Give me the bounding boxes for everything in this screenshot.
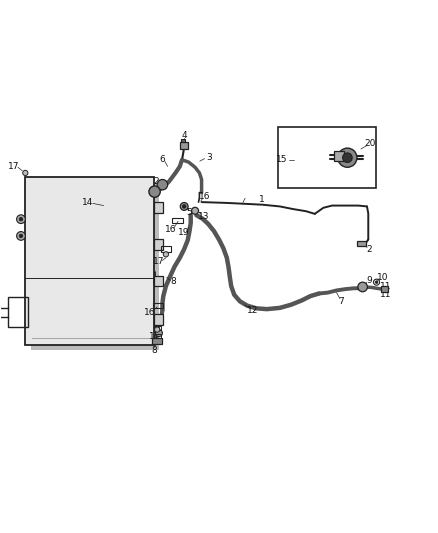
Circle shape: [17, 231, 25, 240]
Bar: [381, 286, 388, 292]
Circle shape: [338, 148, 357, 167]
Bar: [31, 182, 159, 350]
Bar: [154, 314, 163, 325]
Bar: [153, 303, 163, 308]
Text: 11: 11: [379, 282, 391, 292]
Circle shape: [358, 282, 367, 292]
Text: 8: 8: [170, 277, 176, 286]
Text: 2: 2: [153, 177, 159, 186]
Bar: [181, 139, 185, 142]
Text: 8: 8: [152, 345, 158, 354]
Bar: [154, 239, 163, 249]
Bar: [154, 334, 161, 338]
Bar: [154, 202, 163, 213]
Text: 16: 16: [166, 225, 177, 234]
Bar: [180, 142, 188, 149]
Circle shape: [375, 281, 378, 284]
Circle shape: [17, 215, 25, 223]
Circle shape: [149, 186, 160, 197]
Text: 5: 5: [187, 208, 192, 217]
Bar: [154, 276, 163, 286]
Circle shape: [343, 153, 352, 163]
Bar: [173, 218, 183, 223]
Text: 16: 16: [144, 308, 155, 317]
Text: 2: 2: [366, 245, 372, 254]
Circle shape: [155, 329, 162, 337]
Text: 4: 4: [181, 132, 187, 140]
Text: 17: 17: [153, 257, 165, 266]
Text: 20: 20: [365, 139, 376, 148]
Bar: [357, 241, 366, 246]
Text: 19: 19: [177, 228, 189, 237]
Text: 3: 3: [207, 153, 212, 162]
Circle shape: [155, 327, 160, 332]
Text: 14: 14: [82, 198, 93, 207]
Text: 6: 6: [159, 156, 165, 164]
Circle shape: [191, 207, 198, 214]
Text: 7: 7: [338, 297, 344, 306]
Text: 17: 17: [149, 332, 160, 341]
Text: 15: 15: [276, 156, 288, 164]
Bar: [334, 151, 344, 161]
Circle shape: [163, 252, 169, 257]
Circle shape: [19, 217, 23, 221]
Text: 16: 16: [199, 192, 211, 201]
Circle shape: [19, 234, 23, 238]
Bar: [152, 338, 162, 344]
Bar: [25, 177, 154, 345]
Text: 13: 13: [198, 212, 209, 221]
Bar: [161, 246, 171, 252]
Text: 1: 1: [259, 195, 265, 204]
Text: 9: 9: [366, 276, 372, 285]
Circle shape: [157, 180, 168, 190]
Text: 12: 12: [247, 306, 258, 316]
Text: 11: 11: [379, 290, 391, 299]
Text: 10: 10: [376, 273, 388, 282]
Circle shape: [180, 203, 188, 211]
Circle shape: [183, 205, 186, 208]
Circle shape: [23, 171, 28, 175]
Bar: [8, 297, 28, 327]
Text: 17: 17: [8, 162, 19, 171]
Bar: [154, 326, 161, 330]
Bar: [278, 127, 376, 188]
